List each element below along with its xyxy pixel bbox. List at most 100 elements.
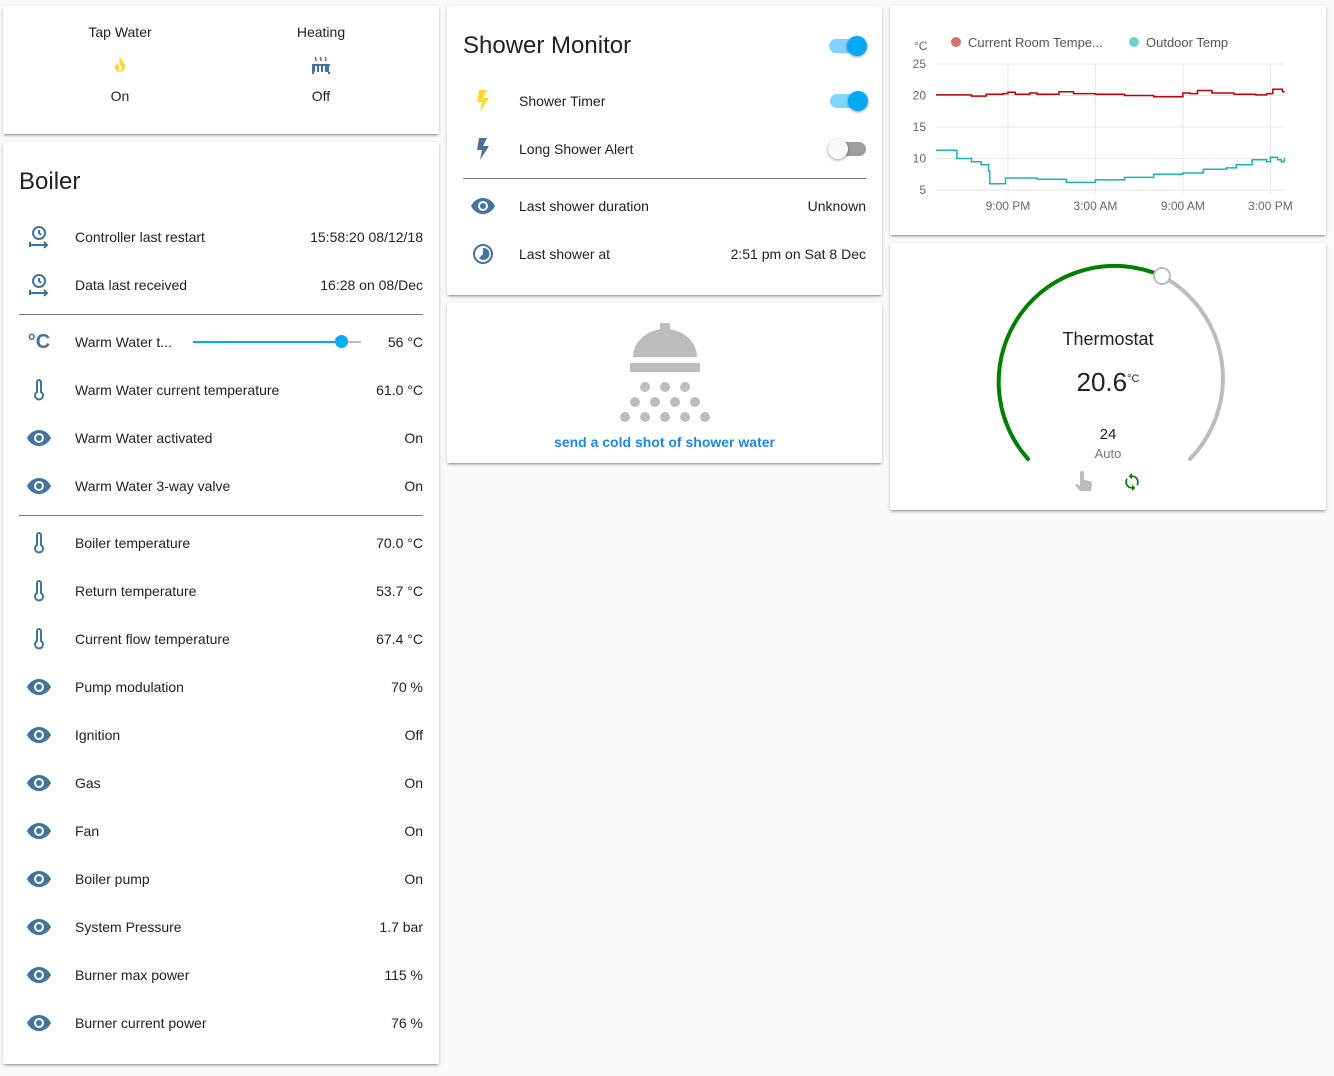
- entity-row[interactable]: Data last received 16:28 on 08/Dec: [19, 265, 423, 305]
- glance-tap-water[interactable]: Tap Water On: [20, 6, 220, 104]
- divider: [463, 178, 866, 179]
- y-tick-label: 15: [913, 120, 927, 134]
- entity-row[interactable]: Warm Water 3-way valve On: [19, 466, 423, 506]
- eye-icon: [19, 775, 59, 791]
- entity-row[interactable]: Burner current power 76 %: [19, 1003, 423, 1043]
- cold-shot-label[interactable]: send a cold shot of shower water: [554, 434, 775, 450]
- thermometer-icon: [19, 580, 59, 602]
- eye-icon: [19, 727, 59, 743]
- history-graph-card: 25 20 15 10 5 9:00 PM 3:00 AM 9:00 AM 3:00 PM °C C…: [890, 6, 1326, 235]
- card-title: Shower Monitor: [463, 32, 632, 59]
- fire-icon: [20, 54, 220, 78]
- row-value: 56 °C: [387, 334, 423, 350]
- card-title: Boiler: [19, 168, 81, 195]
- row-label: Burner max power: [75, 967, 190, 983]
- row-label: Current flow temperature: [75, 631, 230, 647]
- row-value: 16:28 on 08/Dec: [320, 277, 423, 293]
- entity-row[interactable]: Ignition Off: [19, 715, 423, 755]
- row-label: Return temperature: [75, 583, 197, 599]
- entity-row[interactable]: Controller last restart 15:58:20 08/12/1…: [19, 217, 423, 257]
- entity-row[interactable]: Warm Water current temperature 61.0 °C: [19, 370, 423, 410]
- divider: [19, 515, 423, 516]
- entity-row[interactable]: Fan On: [19, 811, 423, 851]
- entity-row[interactable]: Return temperature 53.7 °C: [19, 571, 423, 611]
- entity-row[interactable]: System Pressure 1.7 bar: [19, 907, 423, 947]
- entity-row[interactable]: Gas On: [19, 763, 423, 803]
- hand-pointer-icon[interactable]: [1074, 471, 1094, 498]
- entity-row[interactable]: Last shower at 2:51 pm on Sat 8 Dec: [463, 234, 866, 274]
- warm-water-target-slider-row: °C Warm Water t... 56 °C: [19, 322, 423, 362]
- entity-row[interactable]: Burner max power 115 %: [19, 955, 423, 995]
- y-tick-label: 5: [919, 183, 926, 197]
- entity-toggle[interactable]: [830, 91, 868, 111]
- row-value: 67.4 °C: [376, 631, 423, 647]
- legend-label[interactable]: Outdoor Temp: [1146, 35, 1228, 50]
- x-tick-label: 3:00 AM: [1073, 199, 1117, 213]
- glance-state: Off: [311, 88, 331, 104]
- thermostat-dial[interactable]: [890, 243, 1326, 510]
- glance-card: Tap Water On Heating Off: [3, 6, 439, 134]
- row-label: System Pressure: [75, 919, 182, 935]
- row-value: 1.7 bar: [379, 919, 423, 935]
- thermostat-card: Thermostat 20.6°C 24 Auto: [890, 243, 1326, 510]
- thermostat-handle[interactable]: [1153, 267, 1171, 285]
- row-label: Shower Timer: [519, 93, 606, 109]
- boiler-card: Boiler Controller last restart 15:58:20 …: [3, 142, 439, 1064]
- slider-handle[interactable]: [334, 335, 348, 348]
- row-value: 53.7 °C: [376, 583, 423, 599]
- legend-label[interactable]: Current Room Tempe...: [968, 35, 1103, 50]
- entity-row[interactable]: Boiler temperature 70.0 °C: [19, 523, 423, 563]
- entity-row[interactable]: Shower Timer: [463, 81, 868, 121]
- row-value: On: [404, 430, 423, 446]
- row-label: Warm Water activated: [75, 430, 213, 446]
- row-label: Pump modulation: [75, 679, 184, 695]
- flash-icon: [463, 138, 503, 160]
- thermostat-name: Thermostat: [1062, 329, 1154, 349]
- y-axis-unit: °C: [914, 39, 928, 53]
- clock-icon: [463, 243, 503, 265]
- clock-restart-icon: [19, 225, 59, 249]
- entity-toggle[interactable]: [828, 139, 866, 159]
- row-label: Boiler pump: [75, 871, 150, 887]
- row-label: Controller last restart: [75, 229, 205, 245]
- row-value: Off: [404, 727, 423, 743]
- eye-icon: [19, 430, 59, 446]
- legend-marker[interactable]: [951, 37, 961, 47]
- entity-row[interactable]: Current flow temperature 67.4 °C: [19, 619, 423, 659]
- divider: [19, 314, 423, 315]
- celsius-icon: °C: [27, 330, 51, 353]
- thermometer-icon: [19, 628, 59, 650]
- row-value: On: [404, 775, 423, 791]
- row-value: On: [404, 871, 423, 887]
- x-tick-label: 9:00 AM: [1161, 199, 1205, 213]
- y-tick-label: 25: [913, 57, 927, 71]
- shower-monitor-master-toggle[interactable]: [829, 36, 867, 56]
- clock-restart-icon: [19, 273, 59, 297]
- eye-icon: [19, 679, 59, 695]
- shower-monitor-card: Shower Monitor Shower Timer Long Shower …: [447, 6, 882, 295]
- entity-row[interactable]: Long Shower Alert: [463, 129, 866, 169]
- row-label: Warm Water 3-way valve: [75, 478, 231, 494]
- entity-row[interactable]: Last shower duration Unknown: [463, 186, 866, 226]
- row-value: 2:51 pm on Sat 8 Dec: [730, 246, 866, 262]
- row-label: Data last received: [75, 277, 188, 293]
- legend-marker[interactable]: [1129, 37, 1139, 47]
- series-line: [936, 88, 1285, 98]
- entity-row[interactable]: Warm Water activated On: [19, 418, 423, 458]
- row-value: 70 %: [391, 679, 423, 695]
- row-value: On: [404, 823, 423, 839]
- x-tick-label: 3:00 PM: [1248, 199, 1293, 213]
- glance-name: Tap Water: [88, 24, 152, 40]
- target-temperature: 24: [1099, 426, 1117, 443]
- y-tick-label: 10: [913, 152, 927, 166]
- glance-heating[interactable]: Heating Off: [221, 6, 421, 104]
- row-value: 70.0 °C: [376, 535, 423, 551]
- warm-water-target-slider[interactable]: [193, 335, 361, 348]
- glance-name: Heating: [296, 24, 346, 40]
- entity-row[interactable]: Pump modulation 70 %: [19, 667, 423, 707]
- entity-row[interactable]: Boiler pump On: [19, 859, 423, 899]
- current-temperature: 20.6: [1076, 367, 1128, 397]
- row-label: Fan: [75, 823, 100, 839]
- sync-icon[interactable]: [1122, 471, 1142, 498]
- cold-shot-card[interactable]: send a cold shot of shower water: [447, 303, 882, 463]
